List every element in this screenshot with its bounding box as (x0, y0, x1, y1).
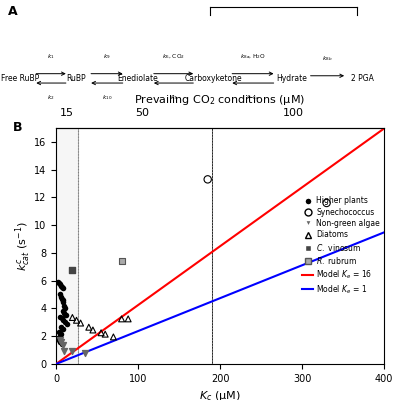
Point (56, 329, 62, 335)
Point (102, 331, 108, 337)
Point (118, 316, 125, 322)
Point (58, 296, 65, 302)
Text: $k_{8a}$, H$_2$O: $k_{8a}$, H$_2$O (240, 52, 266, 61)
Text: $k_7$: $k_7$ (170, 94, 177, 102)
Y-axis label: $k_{cat}^{c}$ (s$^{-1}$): $k_{cat}^{c}$ (s$^{-1}$) (13, 221, 32, 271)
Point (62, 305, 68, 312)
Point (56, 337, 62, 344)
Point (58, 315, 65, 321)
Point (82, 350, 88, 356)
Point (59, 342, 66, 348)
Point (57, 332, 63, 339)
Point (69, 266, 76, 273)
Point (57, 339, 63, 346)
Point (90, 327, 96, 333)
Point (86, 324, 92, 330)
Bar (56, 128, 78, 364)
Point (60, 317, 66, 324)
Text: B: B (13, 121, 23, 134)
Point (125, 316, 131, 322)
Text: $k_{10}$: $k_{10}$ (102, 94, 112, 102)
Point (59, 285, 66, 292)
Point (98, 330, 104, 336)
Point (57, 337, 63, 344)
Point (118, 258, 125, 264)
Text: Hydrate: Hydrate (277, 74, 308, 83)
Text: $k_1$: $k_1$ (47, 52, 55, 61)
Title: Prevailing CO$_2$ conditions (μM): Prevailing CO$_2$ conditions (μM) (134, 93, 306, 107)
Point (58, 323, 64, 330)
Point (62, 318, 68, 325)
Point (69, 314, 76, 321)
Point (61, 310, 67, 316)
Point (324, 200, 330, 206)
Point (59, 326, 66, 332)
Point (58, 282, 64, 289)
Point (61, 348, 67, 354)
Text: $k_9$: $k_9$ (103, 52, 111, 61)
Point (57, 291, 63, 297)
X-axis label: $K_c$ (μM): $K_c$ (μM) (199, 389, 241, 400)
Point (204, 176, 211, 182)
Point (58, 331, 64, 337)
Point (58, 341, 65, 347)
Point (55, 335, 62, 342)
Legend: Higher plants, Synechococcus, Non-green algae, Diatoms, $C.$ vinosum, $R.$ rubru: Higher plants, Synechococcus, Non-green … (302, 196, 380, 296)
Point (63, 312, 69, 318)
Text: 2 PGA: 2 PGA (351, 74, 374, 83)
Text: $k_8$: $k_8$ (279, 0, 288, 3)
Text: Enediolate: Enediolate (117, 74, 158, 83)
Point (56, 280, 62, 286)
Point (73, 317, 80, 324)
Text: A: A (8, 5, 18, 18)
Text: $k_{8b}$: $k_{8b}$ (322, 54, 333, 63)
Point (58, 294, 64, 300)
Point (110, 334, 117, 340)
Point (64, 320, 71, 327)
Text: $k_2$: $k_2$ (47, 94, 55, 102)
Point (58, 284, 65, 290)
Text: Carboxyketone: Carboxyketone (185, 74, 242, 83)
Point (57, 281, 63, 287)
Point (58, 339, 64, 346)
Point (78, 320, 84, 326)
Point (57, 314, 63, 320)
Point (59, 297, 66, 303)
Text: $k_{-8a}$: $k_{-8a}$ (246, 94, 260, 102)
Point (61, 302, 67, 309)
Text: $k_6$, CO$_2$: $k_6$, CO$_2$ (162, 52, 185, 61)
Point (69, 348, 76, 354)
Text: RuBP: RuBP (67, 74, 86, 83)
Text: Free RuBP: Free RuBP (0, 74, 39, 83)
Point (60, 299, 66, 306)
Point (59, 308, 66, 314)
Point (55, 279, 62, 285)
